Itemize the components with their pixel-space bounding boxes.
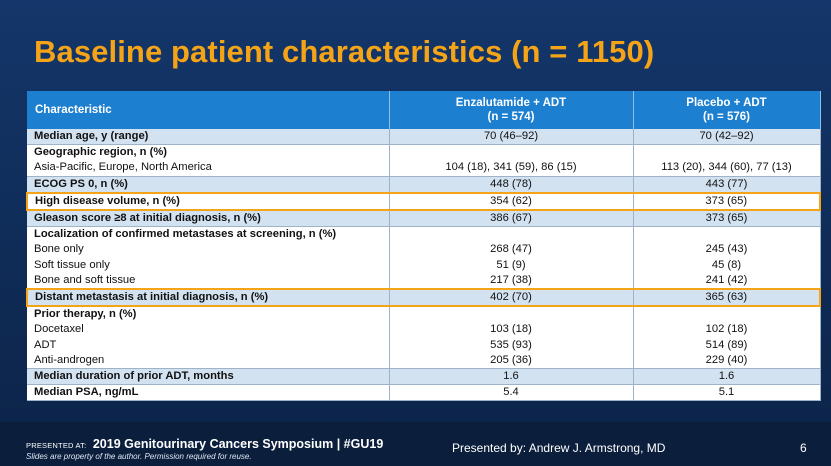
row-value-enzalutamide: 1.6 bbox=[389, 368, 634, 386]
header-arm2-name: Placebo + ADT bbox=[686, 97, 767, 109]
page-number: 6 bbox=[800, 441, 807, 455]
baseline-characteristics-table: Characteristic Enzalutamide + ADT (n = 5… bbox=[26, 91, 821, 402]
table-row: Localization of confirmed metastases at … bbox=[27, 226, 821, 290]
row-value-placebo: 70 (42–92) bbox=[633, 129, 821, 146]
row-value-placebo: 373 (65) bbox=[633, 210, 821, 228]
header-characteristic: Characteristic bbox=[27, 91, 390, 129]
presented-at: PRESENTED AT: 2019 Genitourinary Cancers… bbox=[26, 435, 383, 453]
disclaimer: Slides are property of the author. Permi… bbox=[26, 452, 252, 461]
footer-bar bbox=[0, 422, 831, 466]
row-label: Median age, y (range) bbox=[27, 129, 390, 146]
row-value-enzalutamide: 268 (47) 51 (9) 217 (38) bbox=[389, 226, 634, 290]
row-label: Median PSA, ng/mL bbox=[27, 384, 390, 402]
row-value-enzalutamide: 70 (46–92) bbox=[389, 129, 634, 146]
row-value-enzalutamide: 402 (70) bbox=[389, 288, 634, 308]
row-value-placebo: 245 (43) 45 (8) 241 (42) bbox=[633, 226, 821, 290]
table-header-row: Characteristic Enzalutamide + ADT (n = 5… bbox=[27, 91, 821, 129]
presenter: Presented by: Andrew J. Armstrong, MD bbox=[452, 441, 666, 455]
table-row: ECOG PS 0, n (%) 448 (78) 443 (77) bbox=[27, 176, 821, 194]
table-row-highlighted: High disease volume, n (%) 354 (62) 373 … bbox=[26, 191, 821, 212]
event-name: 2019 Genitourinary Cancers Symposium | #… bbox=[92, 437, 384, 451]
row-value-placebo: 373 (65) bbox=[633, 191, 821, 212]
presented-at-label: PRESENTED AT: bbox=[26, 441, 87, 450]
row-value-placebo: 1.6 bbox=[633, 368, 821, 386]
row-value-enzalutamide: 104 (18), 341 (59), 86 (15) bbox=[389, 144, 634, 177]
row-label: Prior therapy, n (%) Docetaxel ADT Anti-… bbox=[27, 306, 390, 370]
header-enzalutamide-arm: Enzalutamide + ADT (n = 574) bbox=[389, 91, 634, 129]
row-value-placebo: 5.1 bbox=[633, 384, 821, 402]
row-label: Geographic region, n (%) Asia-Pacific, E… bbox=[27, 144, 390, 177]
row-label: Gleason score ≥8 at initial diagnosis, n… bbox=[27, 210, 390, 228]
table-row: Median age, y (range) 70 (46–92) 70 (42–… bbox=[27, 129, 821, 146]
row-value-placebo: 443 (77) bbox=[633, 176, 821, 194]
header-arm1-name: Enzalutamide + ADT bbox=[455, 97, 567, 109]
row-label: Localization of confirmed metastases at … bbox=[27, 226, 390, 290]
row-value-enzalutamide: 386 (67) bbox=[389, 210, 634, 228]
row-value-enzalutamide: 5.4 bbox=[389, 384, 634, 402]
row-value-enzalutamide: 354 (62) bbox=[389, 191, 634, 212]
row-value-placebo: 365 (63) bbox=[633, 288, 821, 308]
table-row: Median PSA, ng/mL 5.4 5.1 bbox=[27, 384, 821, 402]
row-value-enzalutamide: 448 (78) bbox=[389, 176, 634, 194]
row-label: Distant metastasis at initial diagnosis,… bbox=[26, 288, 390, 308]
header-placebo-arm: Placebo + ADT (n = 576) bbox=[633, 91, 821, 129]
row-value-enzalutamide: 103 (18) 535 (93) 205 (36) bbox=[389, 306, 634, 370]
table-row-highlighted: Distant metastasis at initial diagnosis,… bbox=[26, 288, 821, 308]
row-value-placebo: 102 (18) 514 (89) 229 (40) bbox=[633, 306, 821, 370]
table-row: Gleason score ≥8 at initial diagnosis, n… bbox=[27, 210, 821, 228]
header-arm1-n: (n = 574) bbox=[487, 111, 535, 123]
table-row: Median duration of prior ADT, months 1.6… bbox=[27, 368, 821, 386]
table-row: Geographic region, n (%) Asia-Pacific, E… bbox=[27, 144, 821, 177]
row-value-placebo: 113 (20), 344 (60), 77 (13) bbox=[633, 144, 821, 177]
header-arm2-n: (n = 576) bbox=[703, 111, 750, 123]
row-label: High disease volume, n (%) bbox=[26, 191, 390, 212]
slide-title: Baseline patient characteristics (n = 11… bbox=[34, 34, 655, 69]
table-row: Prior therapy, n (%) Docetaxel ADT Anti-… bbox=[27, 306, 821, 370]
row-label: ECOG PS 0, n (%) bbox=[27, 176, 390, 194]
row-label: Median duration of prior ADT, months bbox=[27, 368, 390, 386]
